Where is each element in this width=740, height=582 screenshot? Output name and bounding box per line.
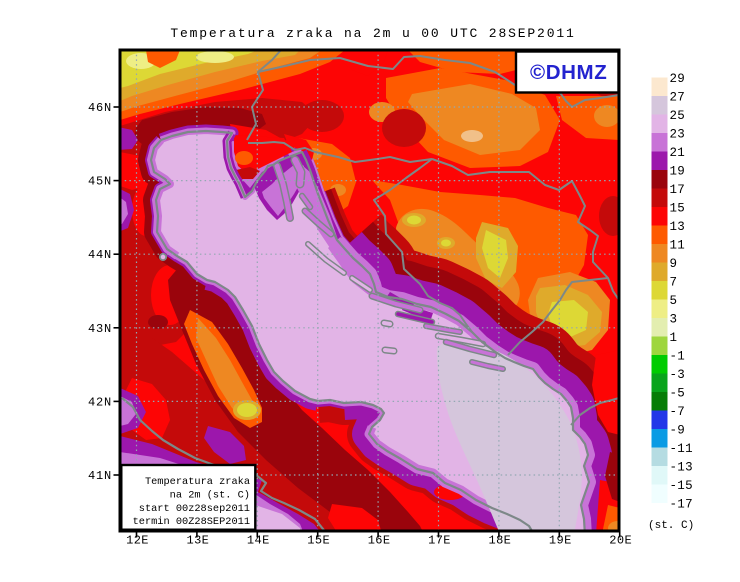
svg-text:(st. C): (st. C) xyxy=(648,520,694,532)
svg-text:-17: -17 xyxy=(670,498,693,512)
svg-text:17E: 17E xyxy=(428,534,451,548)
svg-text:12E: 12E xyxy=(126,534,149,548)
svg-text:44N: 44N xyxy=(88,248,112,262)
svg-text:13: 13 xyxy=(670,220,686,234)
svg-text:41N: 41N xyxy=(88,469,112,483)
svg-text:18E: 18E xyxy=(488,534,511,548)
svg-text:42N: 42N xyxy=(88,395,112,409)
svg-text:-1: -1 xyxy=(670,350,686,364)
svg-text:21: 21 xyxy=(670,146,686,160)
svg-text:5: 5 xyxy=(670,294,678,308)
svg-text:11: 11 xyxy=(670,239,686,253)
svg-text:1: 1 xyxy=(670,331,678,345)
svg-text:45N: 45N xyxy=(88,175,112,189)
svg-text:20E: 20E xyxy=(609,534,632,548)
svg-text:29: 29 xyxy=(670,72,686,86)
svg-text:start 00z28sep2011: start 00z28sep2011 xyxy=(139,503,250,515)
svg-text:termin 00Z28SEP2011: termin 00Z28SEP2011 xyxy=(133,516,250,528)
svg-text:-15: -15 xyxy=(670,479,693,493)
svg-text:15E: 15E xyxy=(307,534,330,548)
svg-text:43N: 43N xyxy=(88,322,112,336)
svg-text:7: 7 xyxy=(670,276,678,290)
svg-text:27: 27 xyxy=(670,91,686,105)
svg-text:19: 19 xyxy=(670,165,686,179)
svg-text:14E: 14E xyxy=(247,534,270,548)
svg-text:©DHMZ: ©DHMZ xyxy=(530,61,607,84)
svg-text:-3: -3 xyxy=(670,368,686,382)
svg-text:3: 3 xyxy=(670,313,678,327)
svg-text:-13: -13 xyxy=(670,461,693,475)
svg-text:-7: -7 xyxy=(670,405,686,419)
svg-text:25: 25 xyxy=(670,109,686,123)
svg-text:Temperatura zraka: Temperatura zraka xyxy=(145,476,250,488)
svg-text:16E: 16E xyxy=(368,534,391,548)
svg-text:-5: -5 xyxy=(670,387,686,401)
svg-text:19E: 19E xyxy=(549,534,572,548)
svg-text:9: 9 xyxy=(670,257,678,271)
svg-text:17: 17 xyxy=(670,183,686,197)
svg-text:-9: -9 xyxy=(670,424,686,438)
svg-text:15: 15 xyxy=(670,202,686,216)
svg-text:13E: 13E xyxy=(186,534,209,548)
svg-text:-11: -11 xyxy=(670,442,693,456)
svg-text:46N: 46N xyxy=(88,101,112,115)
svg-text:Temperatura zraka na 2m u 00 U: Temperatura zraka na 2m u 00 UTC 28SEP20… xyxy=(170,26,575,41)
svg-text:na 2m (st. C): na 2m (st. C) xyxy=(170,489,250,501)
svg-text:23: 23 xyxy=(670,128,686,142)
